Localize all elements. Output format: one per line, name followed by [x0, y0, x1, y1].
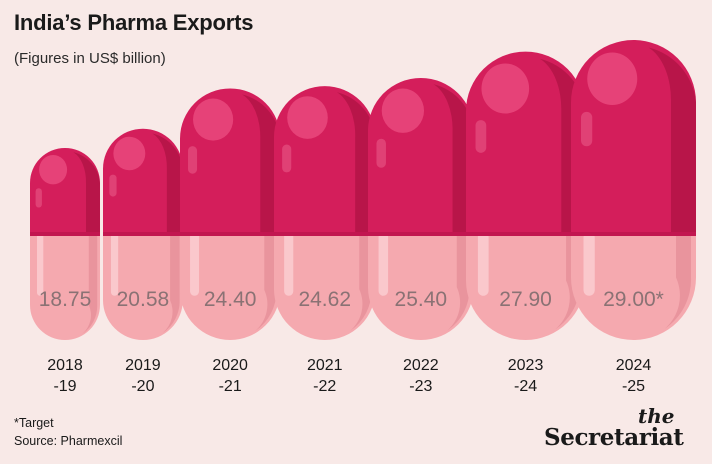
- pill-body-highlight-2: [190, 232, 200, 296]
- pill-body-4: [368, 224, 474, 340]
- value-label-4: 25.40: [395, 288, 448, 311]
- category-label-3: 2021: [307, 357, 343, 374]
- pill-seam-5: [466, 232, 586, 236]
- pill-cap-shade-0: [73, 152, 100, 234]
- value-label-5: 27.90: [499, 288, 552, 311]
- pill-0: 18.75 2018 -19: [30, 148, 100, 395]
- pill-4: 25.40 2022 -23: [368, 77, 474, 395]
- category-sublabel-2: -21: [219, 378, 242, 395]
- pill-body-highlight-6: [583, 232, 595, 296]
- category-label-0: 2018: [47, 357, 83, 374]
- pill-cap-glint-6: [581, 111, 593, 147]
- pill-cap-glint-1: [109, 174, 117, 197]
- pill-cap-glint-3: [282, 144, 292, 173]
- pill-body-shade-4: [447, 230, 470, 331]
- value-label-3: 24.62: [298, 288, 351, 311]
- pill-cap-shade-4: [433, 84, 474, 235]
- category-sublabel-0: -19: [53, 378, 76, 395]
- pill-body-highlight-4: [378, 232, 389, 296]
- pill-body-shade-3: [350, 230, 372, 331]
- pill-cap-glint-2: [188, 146, 198, 174]
- brand-logo-name: Secretariat: [544, 424, 684, 451]
- pill-6: 29.00* 2024 -25: [571, 40, 696, 395]
- pill-body-6: [571, 224, 696, 340]
- chart-subtitle: (Figures in US$ billion): [14, 50, 166, 67]
- pill-seam-2: [180, 232, 281, 236]
- pill-body-highlight-0: [37, 232, 44, 296]
- pill-body-highlight-3: [284, 232, 294, 296]
- pill-body-shade-0: [82, 230, 98, 334]
- pill-body-2: [180, 224, 281, 340]
- category-label-2: 2020: [212, 357, 248, 374]
- category-sublabel-4: -23: [409, 378, 432, 395]
- pill-cap-glint-0: [35, 188, 42, 208]
- chart-title: India’s Pharma Exports: [14, 10, 254, 35]
- pill-cap-gloss-1: [113, 136, 146, 171]
- pill-body-highlight-1: [110, 232, 119, 296]
- pill-1: 20.58 2019 -20: [103, 128, 183, 395]
- pill-body-3: [274, 224, 376, 341]
- footnote: *Target Source: Pharmexcil: [14, 414, 122, 450]
- pill-body-0: [30, 224, 100, 340]
- value-label-0: 18.75: [39, 288, 92, 311]
- pill-cap-gloss-2: [193, 98, 234, 141]
- pill-seam-4: [368, 232, 474, 236]
- pill-5: 27.90 2023 -24: [466, 51, 586, 395]
- pill-body-shade-1: [162, 230, 180, 333]
- pill-cap-gloss-3: [287, 96, 328, 139]
- pill-body-shade-6: [664, 230, 692, 329]
- value-label-1: 20.58: [117, 288, 170, 311]
- pill-body-5: [466, 224, 586, 340]
- pill-3: 24.62 2021 -22: [274, 86, 376, 395]
- category-sublabel-5: -24: [514, 378, 537, 395]
- source-note: Source: Pharmexcil: [14, 434, 123, 448]
- pill-cap-glint-4: [376, 138, 386, 168]
- pill-cap-gloss-5: [481, 63, 530, 114]
- pill-cap-shade-6: [648, 47, 696, 234]
- pill-2: 24.40 2020 -21: [180, 88, 281, 395]
- value-label-2: 24.40: [204, 288, 257, 311]
- category-sublabel-3: -22: [313, 378, 336, 395]
- pill-seam-6: [571, 232, 696, 236]
- brand-logo-the: the: [638, 404, 675, 428]
- pill-body-shade-2: [255, 230, 277, 331]
- pill-body-highlight-5: [477, 232, 489, 296]
- category-sublabel-6: -25: [622, 378, 645, 395]
- pill-cap-gloss-0: [39, 155, 68, 185]
- category-label-1: 2019: [125, 357, 161, 374]
- pill-cap-shade-3: [336, 92, 376, 234]
- pill-body-1: [103, 224, 183, 340]
- pill-seam-1: [103, 232, 183, 236]
- category-label-4: 2022: [403, 357, 439, 374]
- pill-cap-gloss-6: [587, 52, 638, 105]
- pill-seam-0: [30, 232, 100, 236]
- target-note: *Target: [14, 416, 54, 430]
- value-label-6: 29.00*: [603, 288, 664, 311]
- pill-seam-3: [274, 232, 376, 236]
- category-sublabel-1: -20: [131, 378, 154, 395]
- pill-cap-gloss-4: [381, 88, 425, 133]
- pill-cap-glint-5: [475, 120, 487, 153]
- pill-cap-shade-2: [242, 94, 281, 234]
- category-label-5: 2023: [508, 357, 544, 374]
- category-label-6: 2024: [616, 357, 652, 374]
- pill-cap-shade-1: [152, 133, 183, 234]
